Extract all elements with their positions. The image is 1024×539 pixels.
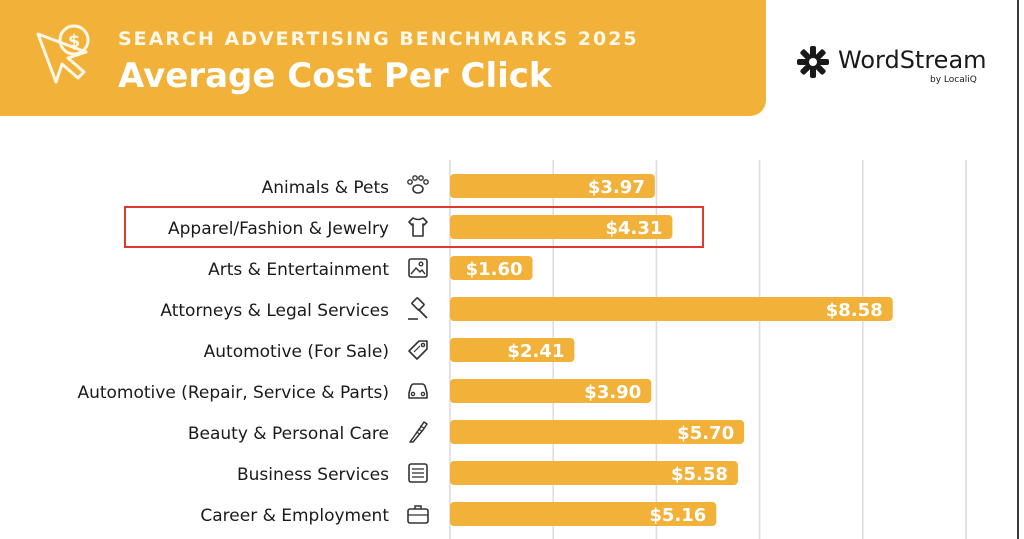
bar — [450, 297, 893, 321]
category-label: Beauty & Personal Care — [188, 424, 389, 444]
bar-value-label: $8.58 — [826, 300, 883, 321]
category-label: Automotive (For Sale) — [204, 342, 389, 362]
brand-name: WordStream — [838, 46, 987, 74]
highlight-box — [124, 206, 704, 248]
bar-value-label: $5.70 — [677, 423, 734, 444]
category-label: Apparel/Fashion & Jewelry — [168, 219, 389, 239]
car-icon — [408, 383, 428, 399]
category-label: Automotive (Repair, Service & Parts) — [77, 383, 389, 403]
header-banner: $ SEARCH ADVERTISING BENCHMARKS 2025 Ave… — [0, 0, 766, 116]
category-label: Business Services — [237, 465, 389, 485]
bar — [450, 502, 717, 526]
cursor-dollar-icon: $ — [36, 24, 90, 84]
briefcase-icon — [407, 505, 429, 524]
price-tag-icon — [408, 340, 428, 360]
bar — [450, 256, 533, 280]
bar-value-label: $1.60 — [466, 259, 523, 280]
document-icon — [408, 463, 428, 483]
brand-subtext: by LocaliQ — [930, 75, 977, 85]
bar — [450, 420, 745, 444]
bar-value-label: $5.58 — [671, 464, 728, 485]
bar-value-label: $3.90 — [584, 382, 641, 403]
bar-value-label: $5.16 — [649, 505, 706, 526]
paw-icon — [407, 175, 429, 194]
bar — [450, 174, 655, 198]
category-label: Career & Employment — [200, 506, 389, 526]
bar — [450, 461, 738, 485]
bar-value-label: $2.41 — [507, 341, 564, 362]
wordstream-logo-icon — [797, 46, 829, 78]
category-label: Arts & Entertainment — [208, 260, 389, 280]
tshirt-icon — [408, 217, 428, 237]
bar — [450, 379, 652, 403]
bar-value-label: $4.31 — [605, 218, 662, 239]
banner-title: Average Cost Per Click — [118, 56, 552, 96]
category-label: Animals & Pets — [262, 178, 390, 198]
gavel-icon — [408, 297, 428, 320]
comb-icon — [409, 421, 428, 443]
category-label: Attorneys & Legal Services — [160, 301, 389, 321]
bar-value-label: $3.97 — [588, 177, 645, 198]
picture-frame-icon — [408, 258, 428, 278]
banner-subtitle: SEARCH ADVERTISING BENCHMARKS 2025 — [118, 28, 639, 50]
bar — [450, 215, 673, 239]
bar — [450, 338, 575, 362]
